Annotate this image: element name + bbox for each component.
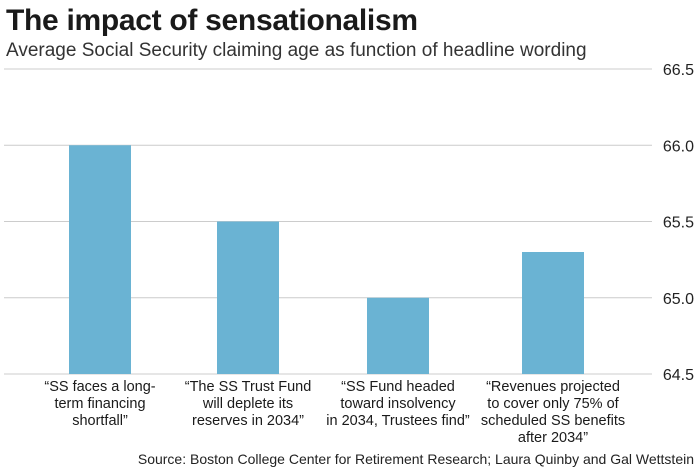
x-category-label-line: “SS Fund headed xyxy=(341,379,455,395)
x-category-label-line: shortfall” xyxy=(72,413,128,429)
y-tick-label: 65.0 xyxy=(663,291,694,308)
x-category-label-line: “SS faces a long- xyxy=(44,379,155,395)
y-axis-ticks: 64.5 65.0 65.5 66.0 66.5 xyxy=(663,62,694,384)
bar xyxy=(217,221,279,374)
chart-title: The impact of sensationalism xyxy=(6,4,418,37)
x-category-label-line: reserves in 2034” xyxy=(192,413,304,429)
x-category-label: “The SS Trust Fund will deplete its reserv… xyxy=(185,379,312,429)
x-category-label-line: in 2034, Trustees find” xyxy=(326,413,470,429)
x-category-label-line: scheduled SS benefits xyxy=(481,413,625,429)
y-tick-label: 66.5 xyxy=(663,62,694,79)
x-category-label: “SS faces a long-term financing shortfall… xyxy=(44,379,155,429)
bar xyxy=(522,252,584,374)
bar xyxy=(69,145,131,374)
bars xyxy=(69,145,584,374)
y-tick-label: 65.5 xyxy=(663,215,694,232)
bar xyxy=(367,297,429,374)
x-category-label-line: after 2034” xyxy=(518,430,588,446)
x-category-label-line: to cover only 75% of xyxy=(487,396,619,412)
x-category-label-line: will deplete its xyxy=(202,396,293,412)
y-tick-label: 64.5 xyxy=(663,367,694,384)
chart-subtitle: Average Social Security claiming age as … xyxy=(6,40,587,61)
source-note: Source: Boston College Center for Retire… xyxy=(137,451,694,467)
x-category-label: “SS Fund headed toward insolvency in 2034,… xyxy=(326,379,470,429)
x-category-label: “Revenues projected to cover only 75% of s… xyxy=(481,379,625,446)
x-axis-categories: “SS faces a long-term financing shortfall… xyxy=(44,379,625,446)
x-category-label-line: “The SS Trust Fund xyxy=(185,379,312,395)
x-category-label-line: toward insolvency xyxy=(340,396,456,412)
y-tick-label: 66.0 xyxy=(663,138,694,155)
x-category-label-line: term financing xyxy=(54,396,145,412)
x-category-label-line: “Revenues projected xyxy=(486,379,620,395)
